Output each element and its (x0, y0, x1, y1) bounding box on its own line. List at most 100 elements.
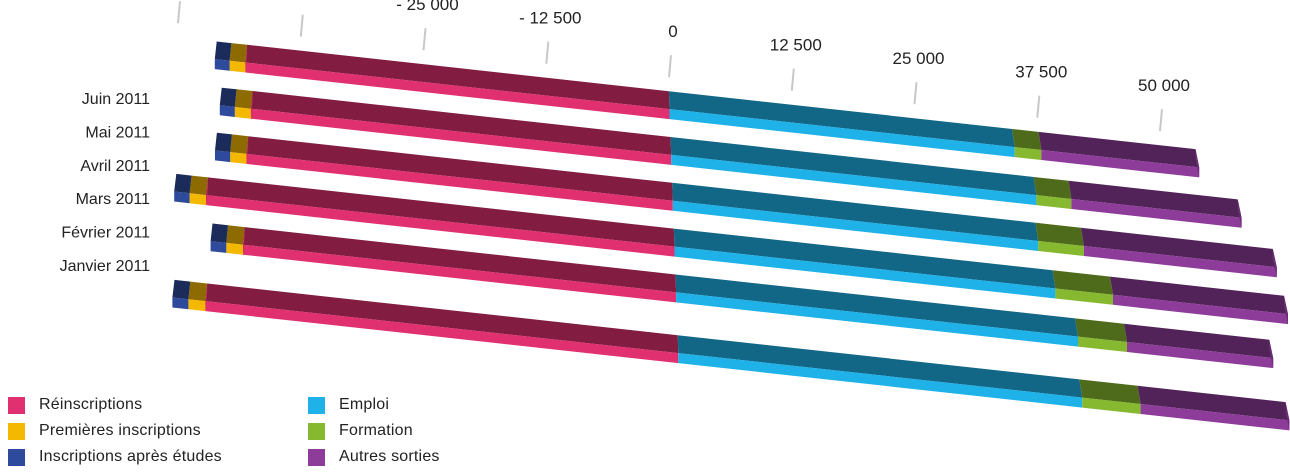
bar-front-face (669, 109, 1015, 158)
bar-segment (243, 227, 677, 303)
legend-label: Formation (339, 422, 413, 439)
bar-segment (1081, 227, 1277, 278)
legend-label: Premières inscriptions (39, 422, 201, 439)
bar-top-face (1033, 177, 1072, 199)
legend-label: Réinscriptions (39, 396, 143, 413)
bar-front-face (215, 150, 231, 163)
legend-swatch (8, 422, 25, 440)
bar-front-face (230, 152, 247, 164)
bar-front-face (246, 153, 673, 211)
bar-segment (174, 173, 192, 204)
legend-item: Formation (308, 420, 413, 442)
bar-segment (1012, 129, 1042, 160)
x-tick-line (422, 28, 427, 51)
x-tick-label: 12 500 (770, 36, 822, 55)
bar-front-face (219, 105, 235, 117)
bar-front-face (172, 297, 189, 310)
bar-segment (188, 281, 208, 312)
bar-segment (210, 223, 228, 253)
x-tick-line (1036, 95, 1041, 118)
bar-segment (189, 175, 208, 206)
bar-front-face (250, 108, 672, 165)
bar-segment (245, 44, 670, 120)
x-tick-line (545, 41, 550, 64)
bar-segment (670, 137, 1037, 206)
bar-front-face (1036, 195, 1072, 209)
bar-row (210, 223, 1274, 369)
bar-front-face (1014, 147, 1042, 160)
bar-top-face (245, 44, 670, 110)
bar-row (174, 173, 1288, 325)
bar-segment (205, 283, 679, 364)
bar-top-face (234, 89, 253, 109)
bar-segment (215, 132, 232, 163)
bar-top-face (250, 91, 672, 155)
y-tick-label: Juin 2011 (82, 91, 150, 108)
bar-top-face (1124, 323, 1274, 359)
x-tick-line (1159, 109, 1163, 132)
bar-front-face (226, 242, 243, 255)
bar-end-cap (250, 91, 253, 119)
legend-swatch (308, 396, 325, 414)
bar-row (214, 41, 1200, 178)
bar-front-face (1071, 199, 1242, 228)
bar-row (215, 132, 1277, 278)
bar-end-cap (1237, 199, 1242, 228)
bar-segment (206, 177, 675, 257)
bar-segment (219, 87, 237, 117)
bar-top-face (215, 132, 232, 153)
bar-front-face (234, 107, 251, 119)
bar-front-face (214, 59, 230, 71)
bar-segment (1052, 270, 1113, 305)
bar-end-cap (1269, 339, 1274, 369)
bar-top-face (214, 41, 232, 61)
bar-segment (226, 225, 245, 255)
bar-top-face (219, 87, 237, 107)
legend-swatch (8, 396, 25, 414)
x-tick-line (177, 1, 181, 24)
legend: Réinscriptions Premières inscriptions Insc… (8, 394, 528, 473)
y-tick-label: Février 2011 (61, 225, 150, 242)
bar-front-face (1083, 246, 1277, 278)
x-tick-label: - 25 000 (396, 0, 458, 14)
bar-top-face (677, 335, 1083, 398)
y-tick-label: Avril 2011 (80, 158, 150, 175)
bar-end-cap (1272, 248, 1277, 278)
bar-top-face (672, 182, 1039, 241)
y-tick-label: Janvier 2011 (60, 258, 151, 275)
bar-segment (1110, 276, 1288, 325)
bar-top-face (174, 173, 192, 194)
x-tick-label: 37 500 (1015, 63, 1067, 82)
bar-front-face (189, 193, 207, 206)
bar-segment (1035, 222, 1084, 256)
bar-segment (246, 136, 673, 211)
bar-end-cap (1195, 149, 1200, 178)
bar-end-cap (243, 227, 245, 255)
bar-front-face (671, 154, 1037, 206)
bar-top-face (206, 177, 675, 247)
bar-front-face (676, 292, 1078, 347)
bar-segment (672, 182, 1039, 251)
bar-front-face (206, 195, 675, 257)
bar-end-cap (1284, 295, 1288, 325)
x-tick-label: 25 000 (893, 49, 945, 68)
bar-row (219, 87, 1242, 228)
bars (172, 41, 1290, 431)
bar-top-face (189, 175, 208, 196)
bar-segment (214, 41, 232, 71)
bar-segment (250, 91, 672, 165)
bar-top-face (1081, 227, 1277, 268)
bar-top-face (243, 227, 677, 293)
bar-front-face (245, 62, 670, 120)
bar-top-face (188, 281, 208, 302)
bar-top-face (668, 91, 1015, 148)
bar-front-face (678, 353, 1083, 408)
bar-front-face (1113, 294, 1288, 325)
bar-top-face (1075, 318, 1127, 342)
bar-top-face (229, 43, 248, 63)
bar-top-face (226, 225, 245, 245)
legend-label: Emploi (339, 396, 390, 413)
bar-end-cap (206, 177, 208, 206)
